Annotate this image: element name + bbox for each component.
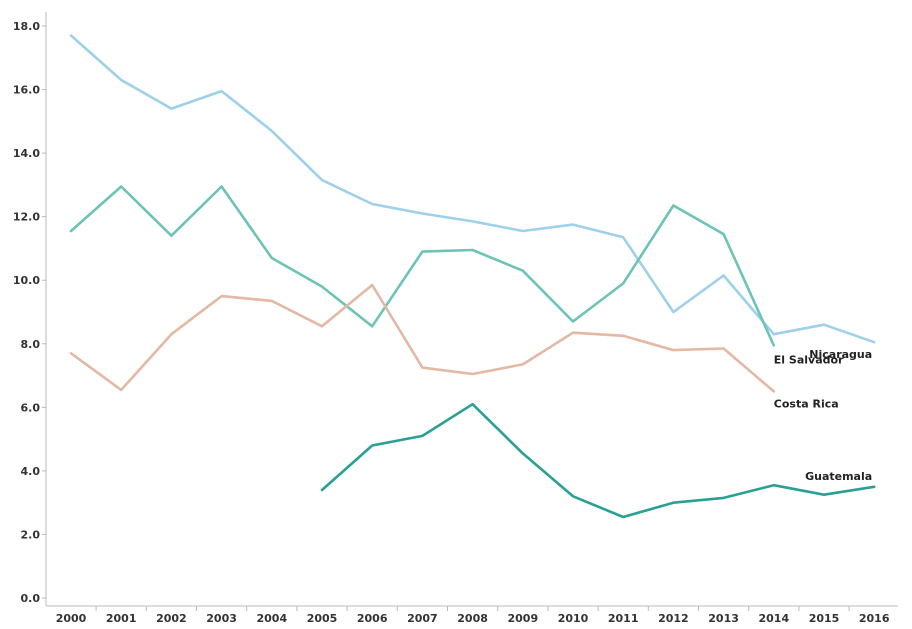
series-label-el-salvador: El Salvador — [774, 353, 844, 366]
x-tick-label: 2002 — [156, 612, 187, 625]
y-tick-label: 18.0 — [13, 20, 40, 33]
y-tick-label: 10.0 — [13, 274, 40, 287]
y-tick-label: 12.0 — [13, 211, 40, 224]
x-tick-label: 2008 — [457, 612, 488, 625]
series-label-guatemala: Guatemala — [805, 470, 872, 483]
x-tick-label: 2010 — [558, 612, 589, 625]
x-tick-label: 2005 — [307, 612, 338, 625]
axes: 0.0 2.0 4.0 6.0 8.0 10.0 12.0 14.0 16.0 18.0 2000 2… — [13, 12, 898, 625]
series-lines — [69, 34, 876, 519]
y-tick-label: 8.0 — [21, 338, 41, 351]
x-tick-label: 2003 — [206, 612, 237, 625]
y-tick-label: 4.0 — [21, 465, 41, 478]
series-line-nicaragua — [69, 34, 876, 344]
x-tick-label: 2016 — [859, 612, 890, 625]
series-label-nicaragua: Nicaragua — [809, 348, 872, 361]
y-tick-label: 6.0 — [21, 401, 41, 414]
x-tick-label: 2000 — [56, 612, 87, 625]
x-tick-label: 2013 — [708, 612, 739, 625]
y-tick-label: 16.0 — [13, 84, 40, 97]
series-line-el-salvador — [69, 185, 776, 347]
series-line-costa-rica — [69, 283, 776, 393]
x-tick-label: 2001 — [106, 612, 137, 625]
series-label-costa-rica: Costa Rica — [774, 397, 839, 410]
y-tick-label: 2.0 — [21, 528, 41, 541]
x-tick-label: 2009 — [507, 612, 538, 625]
x-tick-label: 2006 — [357, 612, 388, 625]
y-tick-label: 14.0 — [13, 147, 40, 160]
y-tick-label: 0.0 — [21, 592, 41, 605]
series-line-guatemala — [320, 402, 876, 519]
x-tick-label: 2004 — [256, 612, 287, 625]
x-tick-label: 2007 — [407, 612, 438, 625]
x-tick-label: 2012 — [658, 612, 689, 625]
x-tick-label: 2011 — [608, 612, 639, 625]
x-tick-label: 2015 — [809, 612, 840, 625]
x-tick-label: 2014 — [758, 612, 789, 625]
